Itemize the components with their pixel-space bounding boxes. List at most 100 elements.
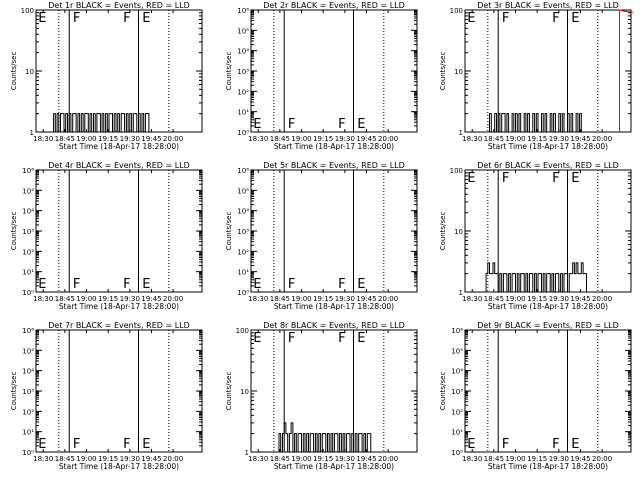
annotation-label: E — [571, 437, 579, 452]
data-series-line — [51, 113, 151, 133]
y-tick-label: 10² — [22, 408, 34, 416]
annotation-label: E — [357, 277, 365, 292]
x-tick-label: 19:15 — [527, 135, 547, 143]
annotation-label: F — [288, 277, 295, 292]
y-tick-label: 10⁵ — [237, 187, 249, 195]
y-tick-label: 10⁵ — [22, 347, 34, 355]
plot-title: Det 4r BLACK = Events, RED = LLD — [48, 161, 190, 170]
annotation-label: E — [467, 437, 475, 452]
y-tick-label: 10 — [240, 388, 249, 396]
y-tick-label: 100 — [450, 7, 463, 15]
annotation-label: F — [338, 331, 345, 346]
x-tick-label: 19:45 — [356, 455, 376, 463]
y-axis-label: Counts/sec — [225, 212, 233, 251]
y-tick-label: 10⁴ — [237, 48, 249, 56]
y-tick-label: 10³ — [237, 68, 249, 76]
x-tick-label: 20:00 — [378, 455, 398, 463]
annotation-label: E — [467, 171, 475, 186]
x-tick-label: 19:00 — [505, 135, 525, 143]
x-tick-label: 18:45 — [484, 295, 504, 303]
x-tick-label: 19:00 — [291, 455, 311, 463]
plot-title: Det 7r BLACK = Events, RED = LLD — [48, 321, 190, 330]
x-tick-label: 19:45 — [570, 295, 590, 303]
y-tick-label: 10⁴ — [22, 208, 34, 216]
y-tick-label: 10⁶ — [22, 167, 34, 175]
x-tick-label: 19:45 — [570, 135, 590, 143]
annotation-label: F — [552, 437, 559, 452]
plot-title: Det 5r BLACK = Events, RED = LLD — [263, 161, 405, 170]
plot-frame — [35, 169, 203, 293]
x-tick-label: 19:45 — [356, 295, 376, 303]
data-series-line — [277, 422, 374, 453]
x-tick-label: 20:00 — [592, 135, 612, 143]
plot-frame — [464, 329, 632, 453]
x-tick-label: 18:45 — [270, 135, 290, 143]
x-axis-label: Start Time (18-Apr-17 18:28:00) — [59, 142, 179, 151]
x-tick-label: 19:15 — [527, 455, 547, 463]
x-tick-label: 19:45 — [570, 455, 590, 463]
x-tick-label: 19:45 — [356, 135, 376, 143]
y-tick-label: 10⁵ — [237, 27, 249, 35]
annotation-label: F — [73, 11, 80, 26]
x-tick-label: 18:45 — [55, 135, 75, 143]
y-axis-label: Counts/sec — [225, 52, 233, 91]
annotation-label: F — [123, 437, 130, 452]
x-tick-label: 18:30 — [248, 455, 268, 463]
annotation-label: E — [142, 277, 150, 292]
y-axis-label: Counts/sec — [439, 212, 447, 251]
x-tick-label: 20:00 — [163, 455, 183, 463]
plot-frame — [250, 9, 418, 133]
x-axis-label: Start Time (18-Apr-17 18:28:00) — [274, 462, 394, 471]
x-tick-label: 18:30 — [462, 135, 482, 143]
x-tick-label: 20:00 — [592, 455, 612, 463]
x-tick-label: 19:30 — [335, 135, 355, 143]
y-axis-label: Counts/sec — [10, 372, 18, 411]
x-tick-label: 19:45 — [141, 455, 161, 463]
plot-title: Det 6r BLACK = Events, RED = LLD — [477, 161, 619, 170]
x-tick-label: 19:30 — [120, 295, 140, 303]
y-tick-label: 10¹ — [22, 269, 34, 277]
annotation-label: E — [253, 117, 261, 132]
y-tick-label: 10 — [454, 68, 463, 76]
x-tick-label: 18:30 — [462, 455, 482, 463]
plot-title: Det 3r BLACK = Events, RED = LLD — [477, 1, 619, 10]
x-tick-label: 20:00 — [592, 295, 612, 303]
annotation-label: F — [502, 437, 509, 452]
x-tick-label: 19:30 — [549, 135, 569, 143]
plot-frame — [35, 329, 203, 453]
y-tick-label: 100 — [450, 167, 463, 175]
x-axis-label: Start Time (18-Apr-17 18:28:00) — [274, 302, 394, 311]
y-tick-label: 10 — [25, 68, 34, 76]
y-tick-label: 10¹ — [237, 269, 249, 277]
y-tick-label: 10² — [22, 248, 34, 256]
data-series-line — [619, 9, 634, 132]
x-tick-label: 18:45 — [270, 455, 290, 463]
x-axis-label: Start Time (18-Apr-17 18:28:00) — [488, 302, 608, 311]
y-axis-label: Counts/sec — [439, 52, 447, 91]
x-tick-label: 20:00 — [163, 135, 183, 143]
x-tick-label: 18:45 — [55, 455, 75, 463]
x-tick-label: 19:30 — [549, 295, 569, 303]
x-tick-label: 19:00 — [291, 135, 311, 143]
x-tick-label: 19:15 — [527, 295, 547, 303]
x-tick-label: 19:15 — [98, 295, 118, 303]
annotation-label: E — [38, 437, 46, 452]
y-tick-label: 100 — [21, 7, 34, 15]
y-axis-label: Counts/sec — [10, 212, 18, 251]
x-tick-label: 18:45 — [484, 455, 504, 463]
annotation-label: F — [123, 277, 130, 292]
x-tick-label: 19:00 — [76, 135, 96, 143]
y-tick-label: 10⁰ — [22, 449, 34, 457]
y-tick-label: 10³ — [22, 228, 34, 236]
y-tick-label: 10² — [237, 248, 249, 256]
y-tick-label: 1 — [30, 129, 34, 137]
y-tick-label: 10⁴ — [451, 368, 463, 376]
x-tick-label: 19:45 — [141, 135, 161, 143]
y-tick-label: 10 — [454, 228, 463, 236]
annotation-label: F — [73, 437, 80, 452]
